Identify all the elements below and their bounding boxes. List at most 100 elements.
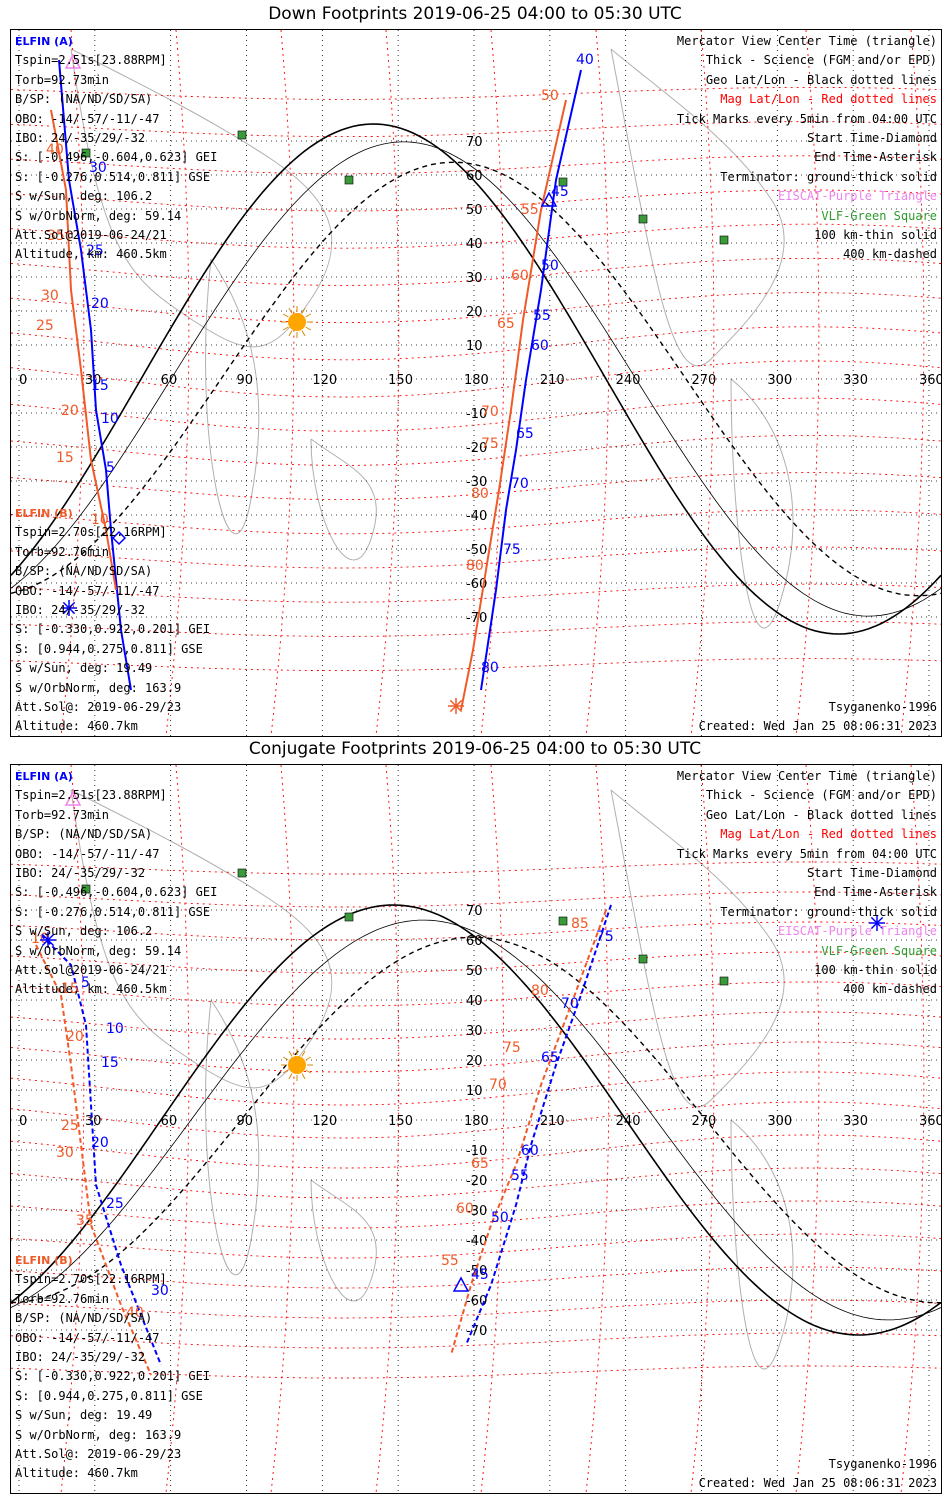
legend-entry: Terminator: ground-thick solid — [720, 169, 937, 184]
elfin-b-line: Tspin=2.70s[22.16RPM] — [15, 1272, 167, 1287]
elfin-a-line: Att.Sol@2019-06-24/21 — [15, 228, 167, 243]
lon-label: 180 — [464, 373, 489, 388]
elfin-a-line: OBO: -14/-57/-11/-47 — [15, 111, 160, 126]
legend-entry: Start Time-Diamond — [806, 866, 937, 881]
lat-label: 70 — [466, 904, 483, 919]
elfin-b-line: B/SP: (NA/ND/SD/SA) — [15, 1311, 153, 1326]
track-tick-label: 20 — [66, 1029, 84, 1045]
end-time-asterisk — [869, 915, 885, 931]
elfin-a-info: ELFIN (A) Tspin=2.51s[23.88RPM] Torb=92.73… — [15, 32, 217, 265]
vlf-station-marker — [237, 868, 247, 878]
vlf-station-marker — [344, 175, 354, 185]
lon-label: 300 — [767, 1114, 792, 1129]
track-tick-label: 60 — [456, 1201, 474, 1217]
model-name: Tsyganenko-1996 — [828, 700, 937, 714]
elfin-a-line: S: [-0.276,0.514,0.811] GSE — [15, 904, 211, 919]
vlf-station-marker — [81, 148, 91, 158]
legend-entry: EISCAT-Purple Triangle — [778, 924, 937, 939]
map-panel-down: 0306090120150180210240270300330360706050… — [10, 29, 942, 737]
legend-entry: Mag Lat/Lon - Red dotted lines — [720, 827, 937, 842]
elfin-a-line: S w/OrbNorm, deg: 59.14 — [15, 943, 182, 958]
track-tick-label: 15 — [101, 1055, 119, 1071]
elfin-a-line: IBO: 24/-35/29/-32 — [15, 866, 146, 881]
center-time-triangle — [540, 191, 558, 207]
elfin-b-header: ELFIN (B) — [15, 1254, 73, 1267]
elfin-b-line: S w/Sun, deg: 19.49 — [15, 661, 153, 676]
lon-label: 180 — [464, 1114, 489, 1129]
elfin-b-info: ELFIN (B) Tspin=2.70s[22.16RPM] Torb=92.76… — [15, 504, 211, 736]
elfin-b-line: Att.Sol@: 2019-06-29/23 — [15, 700, 182, 715]
track-tick-label: 80 — [466, 558, 484, 574]
track-tick-label: 50 — [541, 258, 559, 274]
track-tick-label: 45 — [471, 1267, 489, 1283]
legend-entry: Thick - Science (FGM and/or EPD) — [705, 53, 937, 68]
model-name: Tsyganenko-1996 — [828, 1457, 937, 1471]
terminator-line — [11, 904, 941, 1336]
legend-entry: EISCAT-Purple Triangle — [778, 189, 937, 204]
lon-label: 330 — [843, 373, 868, 388]
track-tick-label: 70 — [489, 1077, 507, 1093]
elfin-b-track-east — [460, 99, 567, 711]
elfin-a-line: Att.Sol@2019-06-24/21 — [15, 963, 167, 978]
legend-entry: End Time-Asterisk — [814, 885, 937, 900]
elfin-a-line: S: [-0.496,-0.604,0.623] GEI — [15, 150, 218, 165]
track-tick-label: 40 — [46, 142, 64, 158]
elfin-b-line: S: [-0.330,0.922,0.201] GEI — [15, 622, 211, 637]
legend-entry: Tick Marks every 5min from 04:00 UTC — [676, 846, 937, 861]
elfin-b-line: IBO: 24/-35/29/-32 — [15, 1350, 146, 1365]
elfin-b-line: IBO: 24/-35/29/-32 — [15, 603, 146, 618]
lat-label: 50 — [466, 203, 483, 218]
track-tick-label: 60 — [511, 268, 529, 284]
center-time-triangle — [452, 1276, 470, 1292]
elfin-b-line: OBO: -14/-57/-11/-47 — [15, 1330, 160, 1345]
lat-label: 30 — [466, 271, 483, 286]
lat-label: 10 — [466, 339, 483, 354]
elfin-b-info: ELFIN (B) Tspin=2.70s[22.16RPM] Torb=92.76… — [15, 1251, 210, 1484]
elfin-a-line: S: [-0.496,-0.604,0.623] GEI — [15, 885, 218, 900]
elfin-a-line: Tspin=2.51s[23.88RPM] — [15, 53, 167, 68]
track-tick-label: 15 — [61, 981, 79, 997]
track-tick-label: 10 — [106, 1021, 124, 1037]
track-tick-label: 30 — [41, 288, 59, 304]
lon-label: 30 — [85, 373, 102, 388]
legend-entry: 100 km-thin solid — [814, 228, 937, 243]
legend-entry: Mercator View Center Time (triangle) — [676, 34, 937, 48]
end-time-asterisk — [40, 932, 56, 948]
elfin-a-header: ELFIN (A) — [15, 35, 73, 48]
footprint-map: 0306090120150180210240270300330360706050… — [11, 765, 941, 1493]
track-tick-label: 65 — [471, 1156, 489, 1172]
elfin-b-line: Tspin=2.70s[22.16RPM] — [15, 525, 167, 540]
track-tick-label: 40 — [576, 52, 594, 68]
track-tick-label: 65 — [516, 426, 534, 442]
lon-label: 300 — [767, 373, 792, 388]
track-tick-label: 85 — [571, 916, 589, 932]
created-timestamp: Created: Wed Jan 25 08:06:31 2023 — [698, 1476, 937, 1490]
elfin-b-line: B/SP: (NA/ND/SD/SA) — [15, 564, 153, 579]
elfin-b-line: Torb=92.76min — [15, 544, 109, 559]
elfin-a-line: S w/OrbNorm, deg: 59.14 — [15, 208, 182, 223]
lat-label: -70 — [466, 611, 487, 626]
track-tick-label: 65 — [497, 316, 515, 332]
lat-label: 20 — [466, 305, 483, 320]
elfin-a-line: S: [-0.276,0.514,0.811] GSE — [15, 169, 211, 184]
footprint-map: 0306090120150180210240270300330360706050… — [11, 30, 941, 736]
track-tick-label: 35 — [76, 1213, 94, 1229]
elfin-a-line: Altitude, km: 460.5km — [15, 247, 167, 262]
lat-label: -40 — [466, 1234, 487, 1249]
lat-label: 50 — [466, 964, 483, 979]
track-tick-label: 15 — [91, 378, 109, 394]
lat-label: 40 — [466, 994, 483, 1009]
legend-entry: Tick Marks every 5min from 04:00 UTC — [676, 111, 937, 126]
geo-grid — [11, 765, 941, 1493]
track-tick-label: 5 — [81, 975, 90, 991]
track-tick-label: 75 — [596, 929, 614, 945]
track-tick-label: 50 — [541, 88, 559, 104]
elfin-a-line: Altitude, km: 460.5km — [15, 982, 167, 997]
legend-entry: Start Time-Diamond — [806, 131, 937, 146]
vlf-station-marker — [237, 130, 247, 140]
elfin-a-conj-west — [40, 934, 162, 1366]
elfin-b-line: S w/OrbNorm, deg: 163.9 — [15, 1427, 182, 1442]
track-tick-label: 25 — [86, 243, 104, 259]
mag-grid — [11, 765, 941, 1493]
lat-label: 30 — [466, 1024, 483, 1039]
